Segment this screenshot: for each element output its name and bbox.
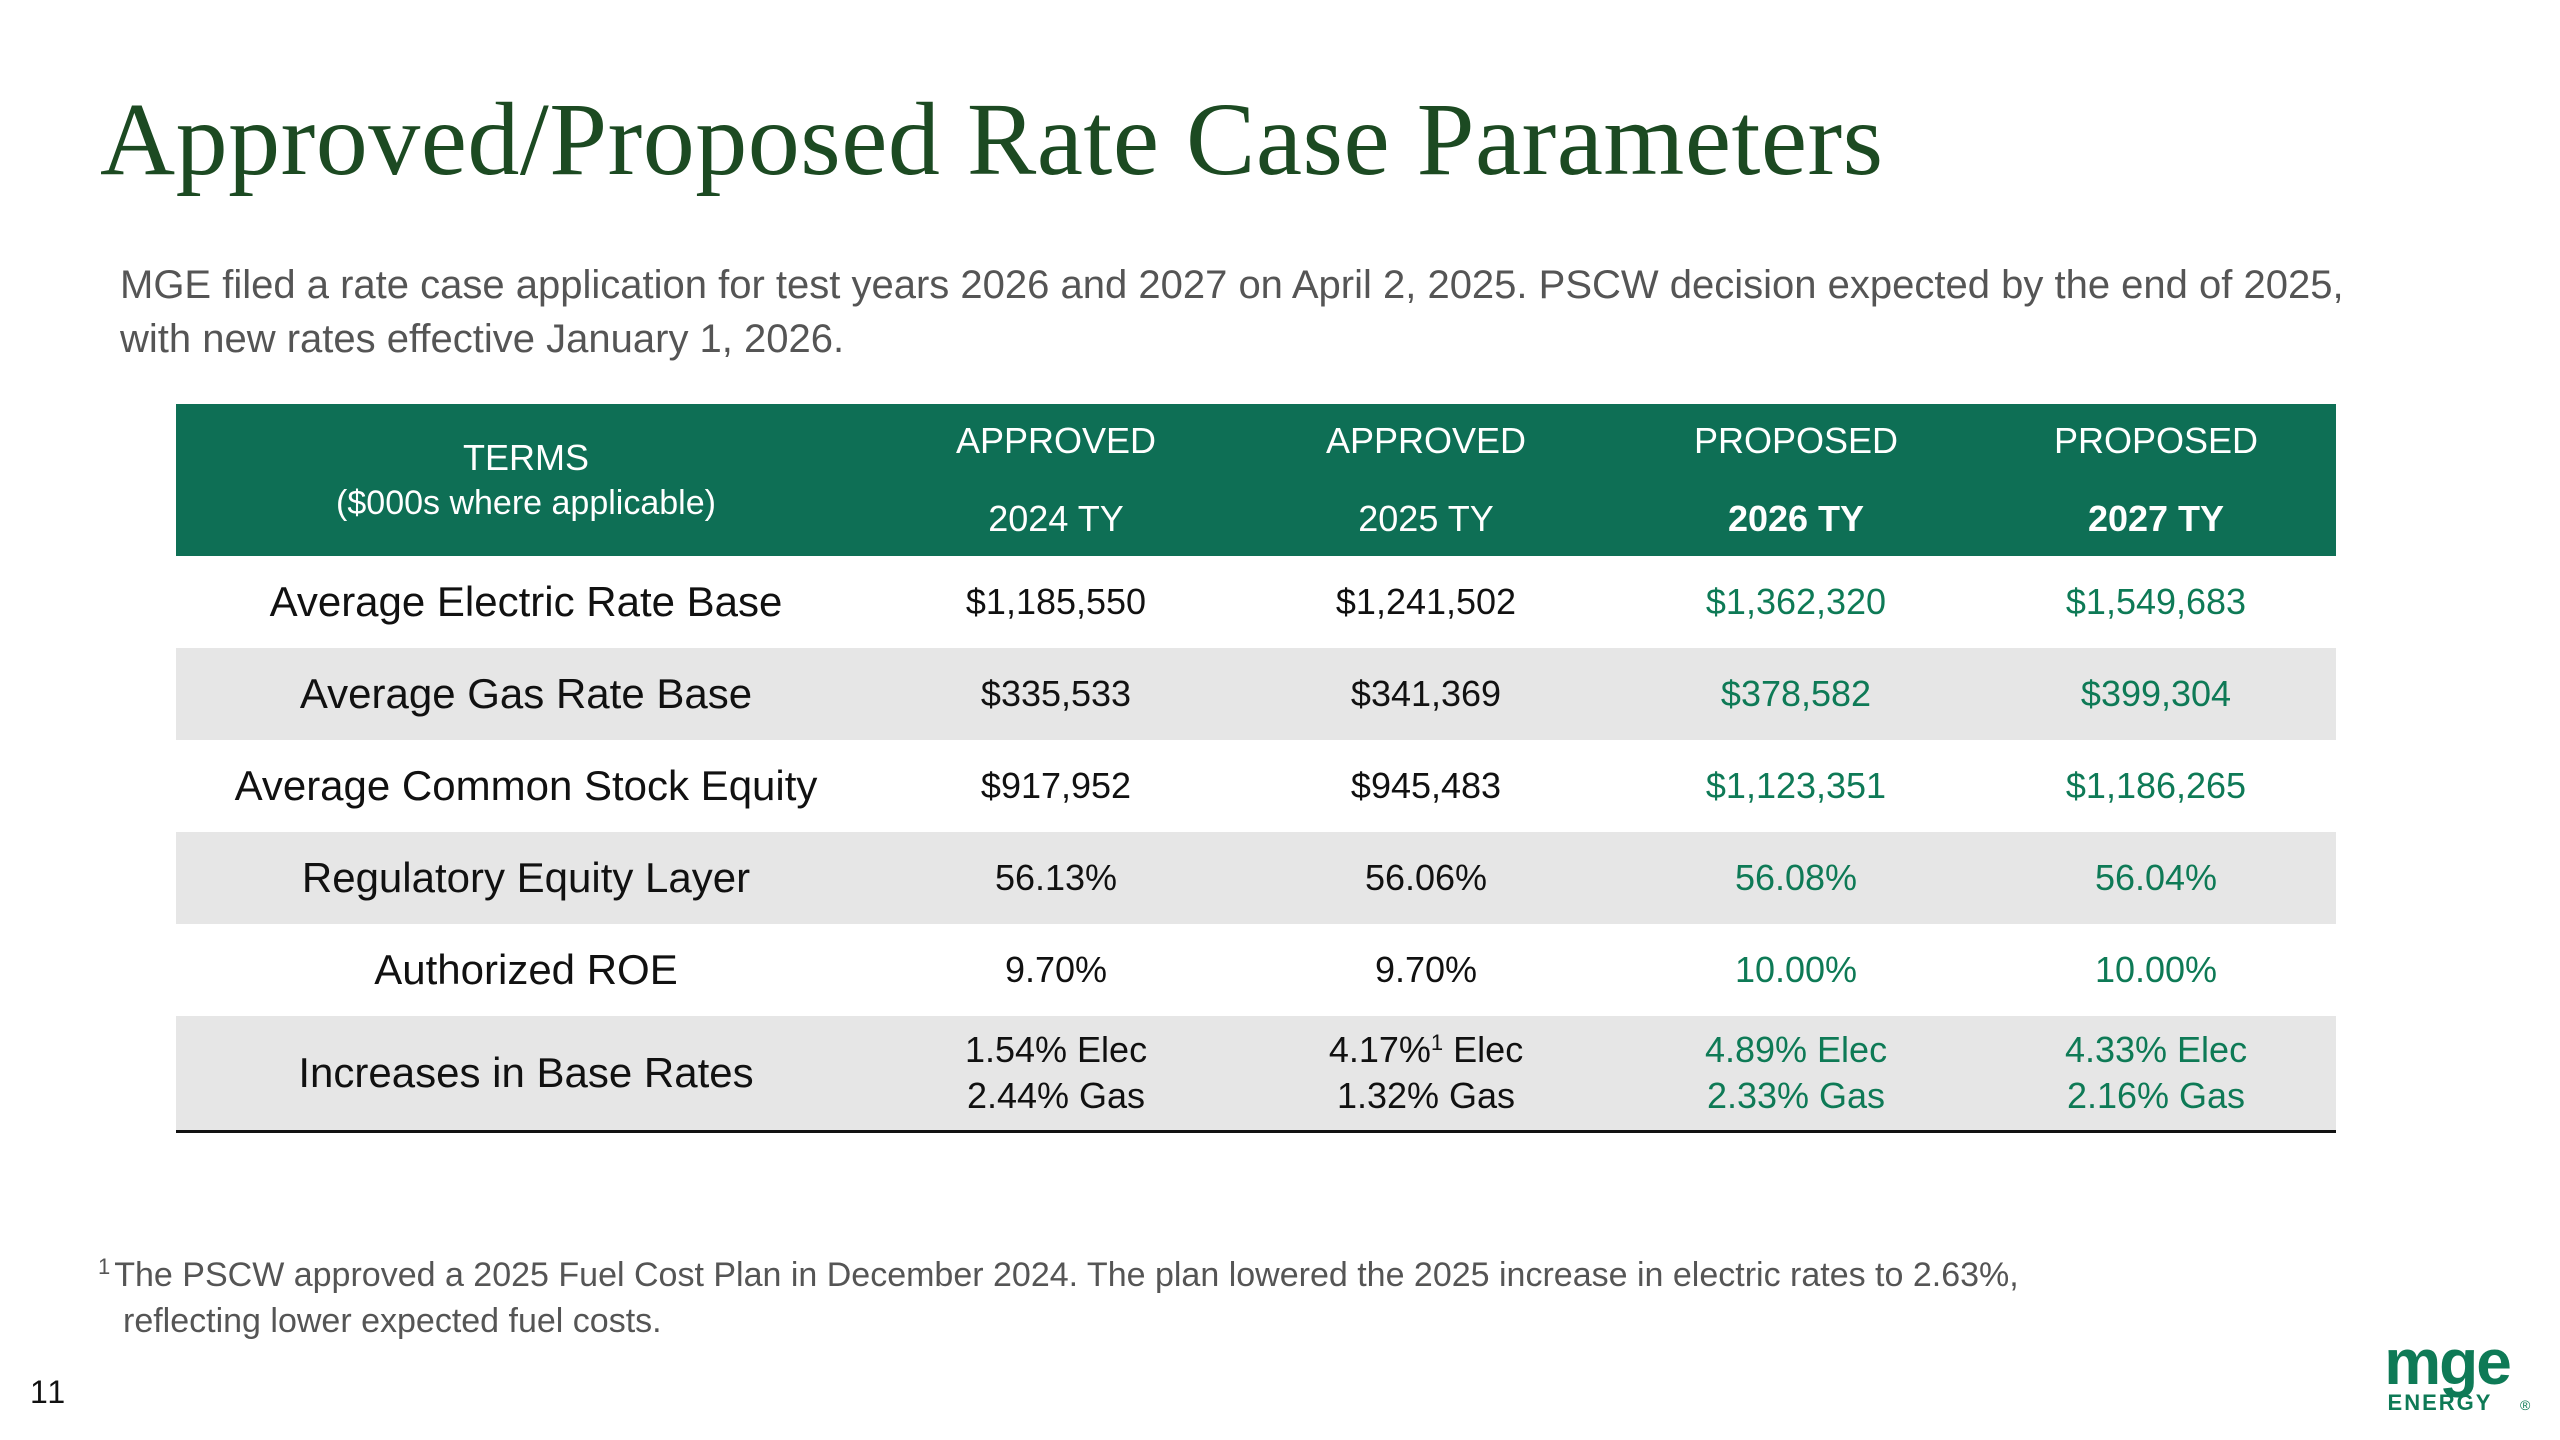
logo-sub: ENERGY	[2388, 1390, 2493, 1415]
cell-value: 56.06%	[1364, 857, 1488, 898]
row-term: Average Common Stock Equity	[234, 762, 818, 809]
cell-value: $378,582	[1720, 673, 1872, 714]
footnote-line2: reflecting lower expected fuel costs.	[123, 1302, 662, 1340]
elec-line: 4.17%1 Elec	[1236, 1027, 1616, 1073]
header-status: APPROVED	[955, 420, 1157, 461]
cell-value: $335,533	[980, 673, 1132, 714]
elec-pct: 4.33%	[2064, 1029, 2168, 1070]
header-2024: APPROVED 2024 TY	[876, 404, 1236, 556]
cell-value: $1,185,550	[965, 581, 1147, 622]
cell-value: 4.17%1 Elec 1.32% Gas	[1236, 1016, 1616, 1133]
rate-case-table: TERMS ($000s where applicable) APPROVED …	[176, 404, 2336, 1133]
cell-value: $399,304	[2080, 673, 2232, 714]
cell-value: $1,186,265	[2065, 765, 2247, 806]
header-year: 2027 TY	[2087, 498, 2225, 539]
cell-value: 10.00%	[2094, 949, 2218, 990]
header-status: PROPOSED	[2053, 420, 2259, 461]
row-term: Average Gas Rate Base	[299, 670, 753, 717]
header-terms-sub: ($000s where applicable)	[336, 484, 716, 522]
header-status: APPROVED	[1325, 420, 1527, 461]
row-term: Increases in Base Rates	[176, 1016, 876, 1133]
table-row: Regulatory Equity Layer 56.13% 56.06% 56…	[176, 832, 2336, 924]
cell-value: 1.54% Elec 2.44% Gas	[876, 1016, 1236, 1133]
cell-value: $917,952	[980, 765, 1132, 806]
elec-suffix: Elec	[1453, 1029, 1524, 1070]
table-row: Average Electric Rate Base $1,185,550 $1…	[176, 556, 2336, 648]
elec-line: 1.54% Elec	[876, 1027, 1236, 1073]
cell-value: $1,549,683	[2065, 581, 2247, 622]
cell-value: 56.13%	[994, 857, 1118, 898]
page-subtitle: MGE filed a rate case application for te…	[120, 263, 2344, 361]
footnote-line1: The PSCW approved a 2025 Fuel Cost Plan …	[114, 1256, 2019, 1294]
elec-line: 4.89% Elec	[1616, 1027, 1976, 1073]
page-number: 11	[30, 1374, 68, 1410]
page-title: Approved/Proposed Rate Case Parameters	[100, 82, 1884, 197]
header-year: 2026 TY	[1727, 498, 1865, 539]
table-row: Authorized ROE 9.70% 9.70% 10.00% 10.00%	[176, 924, 2336, 1016]
elec-pct: 4.89%	[1704, 1029, 1808, 1070]
row-term: Regulatory Equity Layer	[301, 854, 751, 901]
header-terms: TERMS ($000s where applicable)	[176, 404, 876, 556]
table-row: Increases in Base Rates 1.54% Elec 2.44%…	[176, 1016, 2336, 1133]
cell-value: 9.70%	[1374, 949, 1478, 990]
cell-value: 4.89% Elec 2.33% Gas	[1616, 1016, 1976, 1133]
cell-value: 10.00%	[1734, 949, 1858, 990]
elec-suffix: Elec	[1077, 1029, 1148, 1070]
gas-line: 2.33% Gas	[1706, 1075, 1886, 1116]
elec-line: 4.33% Elec	[1976, 1027, 2336, 1073]
footnote-ref: 1	[1430, 1030, 1444, 1055]
cell-value: $1,241,502	[1335, 581, 1517, 622]
cell-value: 4.33% Elec 2.16% Gas	[1976, 1016, 2336, 1133]
header-year: 2024 TY	[988, 498, 1124, 539]
cell-value: 9.70%	[1004, 949, 1108, 990]
cell-value: $945,483	[1350, 765, 1502, 806]
table-header-row: TERMS ($000s where applicable) APPROVED …	[176, 404, 2336, 556]
mge-energy-logo: mge ENERGY ®	[2384, 1336, 2531, 1415]
footnote: 1 The PSCW approved a 2025 Fuel Cost Plan…	[98, 1252, 2298, 1344]
table-row: Average Common Stock Equity $917,952 $94…	[176, 740, 2336, 832]
gas-line: 2.44% Gas	[966, 1075, 1146, 1116]
elec-suffix: Elec	[1817, 1029, 1888, 1070]
table-row: Average Gas Rate Base $335,533 $341,369 …	[176, 648, 2336, 740]
cell-value: $341,369	[1350, 673, 1502, 714]
header-year: 2025 TY	[1358, 498, 1494, 539]
header-2026: PROPOSED 2026 TY	[1616, 404, 1976, 556]
gas-line: 2.16% Gas	[2066, 1075, 2246, 1116]
header-status: PROPOSED	[1693, 420, 1899, 461]
elec-pct: 1.54%	[964, 1029, 1068, 1070]
elec-pct: 4.17%	[1328, 1029, 1431, 1070]
cell-value: $1,123,351	[1705, 765, 1887, 806]
header-2025: APPROVED 2025 TY	[1236, 404, 1616, 556]
header-terms-label: TERMS	[463, 437, 589, 478]
elec-suffix: Elec	[2177, 1029, 2248, 1070]
logo-registered: ®	[2520, 1397, 2531, 1413]
footnote-marker: 1	[98, 1254, 111, 1279]
logo-wordmark: mge	[2384, 1336, 2510, 1398]
cell-value: $1,362,320	[1705, 581, 1887, 622]
gas-line: 1.32% Gas	[1336, 1075, 1516, 1116]
header-2027: PROPOSED 2027 TY	[1976, 404, 2336, 556]
row-term: Authorized ROE	[374, 946, 678, 993]
cell-value: 56.08%	[1734, 857, 1858, 898]
row-term: Average Electric Rate Base	[269, 578, 783, 625]
cell-value: 56.04%	[2094, 857, 2218, 898]
